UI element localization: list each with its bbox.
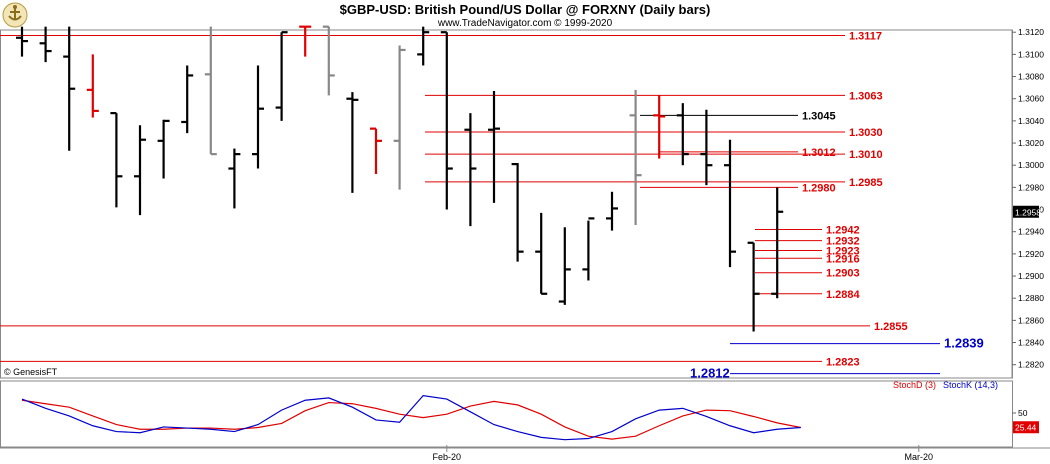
y-tick-label: 1.2980 (1018, 182, 1044, 192)
price-bars (16, 25, 784, 332)
ohlc-bar (488, 90, 500, 203)
y-tick-label: 1.3020 (1018, 138, 1044, 148)
ohlc-bar (653, 95, 666, 159)
osc-last-value-box (1013, 421, 1039, 434)
level-label: 1.3010 (849, 149, 883, 161)
stoch-d-legend: StochD (3) (893, 380, 937, 390)
y-tick-label: 1.3120 (1018, 27, 1044, 37)
y-tick-label: 1.3100 (1018, 49, 1044, 59)
ohlc-bar (181, 65, 194, 134)
x-tick-label: Mar-20 (905, 452, 934, 462)
oscillator-panel-border (0, 380, 1013, 448)
level-label: 1.2923 (826, 246, 860, 258)
y-tick-label: 1.2900 (1018, 271, 1044, 281)
y-tick-label: 1.2880 (1018, 293, 1044, 303)
ohlc-bar (275, 31, 288, 121)
level-label: 1.2903 (826, 268, 860, 280)
last-price-label: 1.2958 (1015, 207, 1041, 217)
level-label: 1.2932 (826, 236, 860, 248)
ohlc-bar (86, 54, 99, 118)
osc-tick-label: 50 (1018, 408, 1028, 418)
y-tick-label: 1.2840 (1018, 338, 1044, 348)
stoch-d-line (21, 399, 801, 440)
ohlc-bar (346, 92, 359, 193)
ohlc-bar (535, 212, 548, 295)
ohlc-bar (747, 241, 760, 332)
ohlc-bar (370, 127, 382, 175)
ohlc-bar (252, 65, 264, 169)
level-label: 1.2980 (802, 182, 836, 194)
level-label: 1.2823 (826, 356, 860, 368)
ohlc-bar (676, 103, 689, 166)
level-label: 1.3045 (802, 110, 836, 122)
ohlc-bar (204, 26, 217, 156)
chart-title: $GBP-USD: British Pound/US Dollar @ FORX… (339, 2, 711, 17)
ohlc-bar (724, 139, 736, 268)
y-tick-label: 1.2860 (1018, 315, 1044, 325)
level-label: 1.3063 (849, 90, 883, 102)
level-label: 1.2855 (874, 321, 908, 333)
ohlc-bar (582, 217, 595, 281)
level-label: 1.2812 (690, 366, 730, 381)
ohlc-bar (299, 25, 312, 57)
stoch-k-legend: StochK (14,3) (943, 380, 999, 390)
level-label: 1.2916 (826, 253, 860, 265)
ohlc-bar (16, 26, 28, 57)
stochastic-panel: 50 25.44 (21, 394, 1039, 441)
level-label: 1.2884 (826, 289, 861, 301)
chart-subtitle: www.TradeNavigator.com © 1999-2020 (437, 18, 613, 29)
ohlc-bar (393, 45, 406, 190)
ohlc-bar (511, 162, 524, 262)
y-tick-label: 1.2820 (1018, 360, 1044, 370)
trade-navigator-logo-icon (2, 2, 28, 28)
ohlc-bar (606, 191, 618, 231)
y-tick-label: 1.3060 (1018, 94, 1044, 104)
x-tick-label: Feb-20 (433, 452, 462, 462)
ohlc-bar (771, 187, 784, 299)
ohlc-bar (110, 112, 123, 208)
y-tick-label: 1.2920 (1018, 249, 1044, 259)
ohlc-bar (63, 26, 76, 151)
ohlc-bar (322, 25, 335, 96)
ohlc-bar (558, 227, 571, 305)
level-label: 1.2942 (826, 224, 860, 236)
ohlc-bar (464, 113, 477, 227)
ohlc-bar (134, 125, 146, 216)
price-axis: 1.3120 1.3100 1.3080 1.3060 1.3040 1.3020 1.30… (1011, 27, 1044, 378)
ohlc-bar (39, 26, 52, 63)
y-tick-label: 1.2940 (1018, 227, 1044, 237)
last-price-box (1013, 205, 1039, 218)
y-tick-label: 1.3000 (1018, 160, 1044, 170)
ohlc-bar (700, 109, 713, 186)
level-label: 1.3012 (802, 147, 836, 159)
stoch-k-line (21, 394, 801, 441)
support-resistance-levels: 1.3117 1.3063 1.3045 1.3030 1.3012 1.3010 1.29… (0, 31, 984, 381)
copyright-label: © GenesisFT (4, 367, 58, 377)
ohlc-bar (157, 119, 170, 179)
ohlc-bar (440, 31, 453, 210)
time-axis: Feb-20 Mar-20 (433, 445, 934, 462)
ohlc-bar (228, 148, 241, 209)
level-label: 1.2985 (849, 177, 883, 189)
osc-last-value-label: 25.44 (1015, 423, 1037, 433)
ohlc-bar (629, 89, 642, 226)
level-label: 1.3030 (849, 127, 883, 139)
ohlc-bar (417, 26, 430, 66)
level-label: 1.2839 (944, 336, 984, 351)
y-tick-label: 1.3040 (1018, 116, 1044, 126)
level-label: 1.3117 (849, 31, 882, 43)
y-tick-label: 1.3080 (1018, 72, 1044, 82)
